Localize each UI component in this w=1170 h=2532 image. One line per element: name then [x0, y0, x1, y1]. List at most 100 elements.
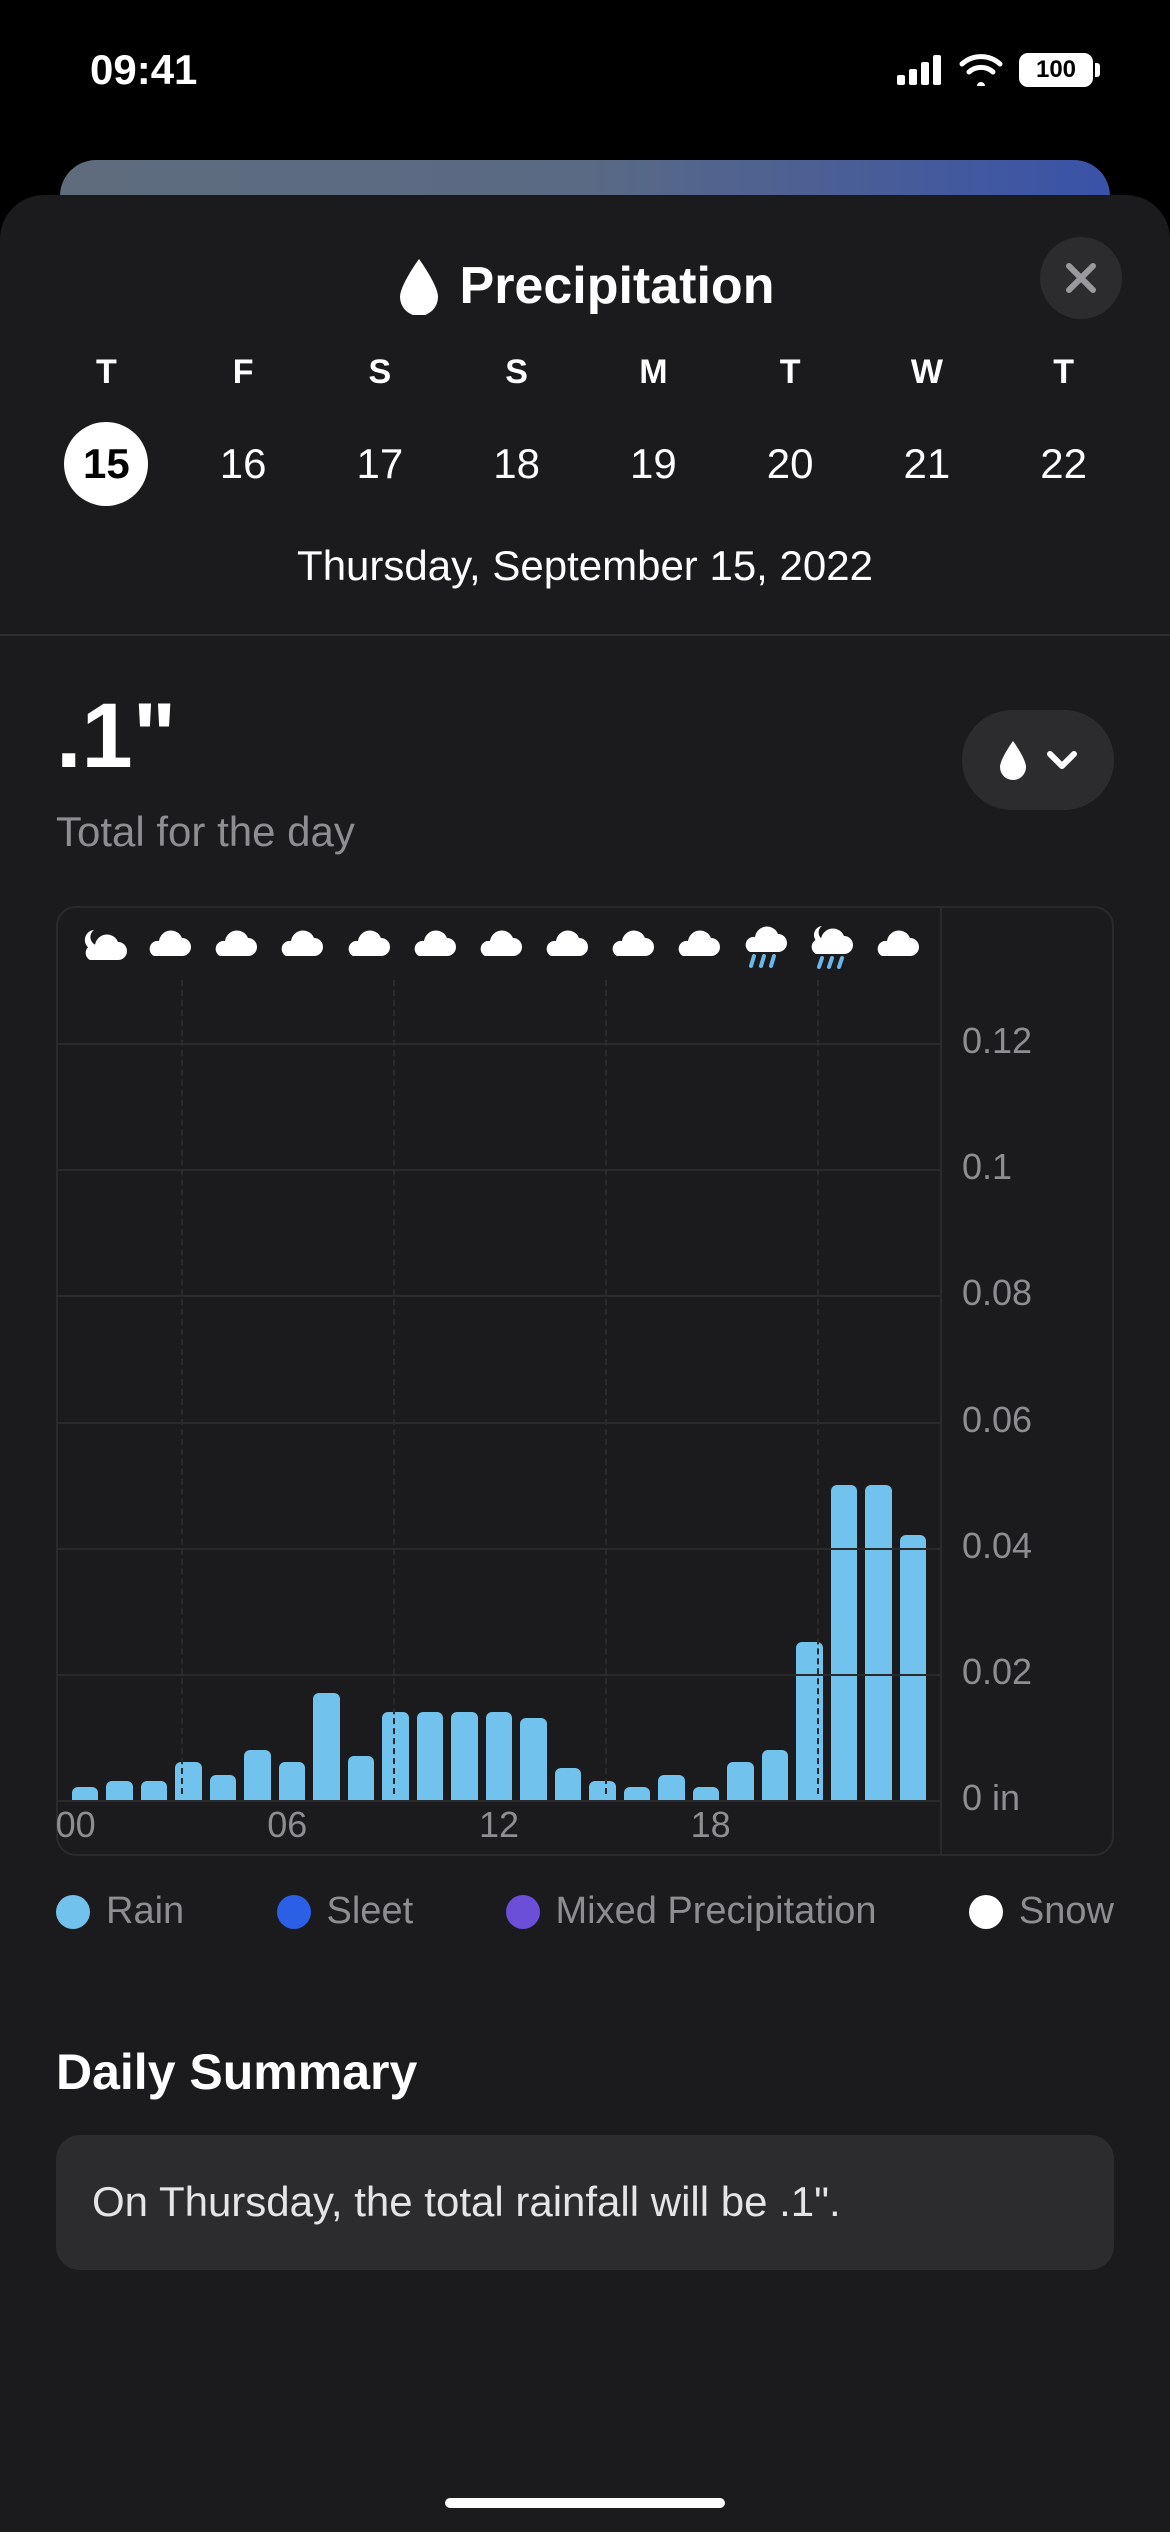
- chart-bar: [900, 1535, 926, 1800]
- sheet-title: Precipitation: [396, 256, 775, 316]
- legend-swatch: [56, 1895, 90, 1929]
- battery-level: 100: [1022, 56, 1090, 84]
- chart-bar: [313, 1693, 339, 1800]
- chart-y-tick: 0.04: [962, 1525, 1032, 1567]
- moon-rain-icon: [802, 922, 858, 970]
- chart-x-axis: 00 06 12 18: [58, 1794, 940, 1854]
- chart-body: 00 06 12 18: [58, 980, 940, 1854]
- day-picker-day[interactable]: M 19: [585, 353, 722, 506]
- cellular-icon: [897, 55, 943, 85]
- status-right-cluster: 100: [897, 53, 1100, 87]
- chart-condition-icons-row: [58, 908, 940, 980]
- cloud-icon: [405, 922, 461, 970]
- day-number: 18: [475, 422, 559, 506]
- day-letter: W: [859, 353, 996, 392]
- day-picker-day[interactable]: S18: [448, 353, 585, 506]
- chart-bar: [417, 1712, 443, 1800]
- day-number: 22: [1022, 422, 1106, 506]
- cloud-icon: [140, 922, 196, 970]
- day-number: 19: [611, 422, 695, 506]
- chart-bar: [865, 1485, 891, 1800]
- day-letter: T: [722, 353, 859, 392]
- chart-y-tick: 0.06: [962, 1399, 1032, 1441]
- chart-x-tick: 06: [267, 1804, 307, 1846]
- chart-gridline-h: [58, 1295, 940, 1297]
- chevron-down-icon: [1046, 750, 1078, 770]
- chart-bar: [796, 1642, 822, 1800]
- daily-summary-card: On Thursday, the total rainfall will be …: [56, 2135, 1114, 2270]
- chart-y-tick: 0.12: [962, 1020, 1032, 1062]
- drop-icon: [998, 740, 1028, 780]
- cloud-icon: [206, 922, 262, 970]
- total-section: .1" Total for the day: [0, 636, 1170, 856]
- legend-label: Mixed Precipitation: [556, 1890, 877, 1933]
- day-number: 20: [748, 422, 832, 506]
- daily-summary-section: Daily Summary On Thursday, the total rai…: [0, 1933, 1170, 2270]
- total-value: .1": [56, 690, 355, 782]
- sheet-header: Precipitation: [0, 195, 1170, 335]
- daily-summary-text: On Thursday, the total rainfall will be …: [92, 2178, 841, 2225]
- day-letter: T: [38, 353, 175, 392]
- chart-x-tick: 18: [691, 1804, 731, 1846]
- cloud-icon: [603, 922, 659, 970]
- battery-indicator: 100: [1019, 53, 1100, 87]
- chart-bar: [486, 1712, 512, 1800]
- chart-y-tick: 0.1: [962, 1146, 1012, 1188]
- home-indicator: [445, 2498, 725, 2508]
- close-button[interactable]: [1040, 237, 1122, 319]
- chart-y-tick: 0.02: [962, 1651, 1032, 1693]
- day-letter: M: [585, 353, 722, 392]
- chart-bar: [831, 1485, 857, 1800]
- day-picker-day[interactable]: T 20: [722, 353, 859, 506]
- chart-plot-area: 00 06 12 18: [58, 908, 942, 1854]
- legend-label: Snow: [1019, 1890, 1114, 1933]
- day-number: 15: [64, 422, 148, 506]
- chart-gridline-v: [817, 980, 819, 1794]
- chart-gridline-h: [58, 1548, 940, 1550]
- day-picker-day[interactable]: T 22: [995, 353, 1132, 506]
- day-number: 16: [201, 422, 285, 506]
- day-picker-day[interactable]: W21: [859, 353, 996, 506]
- chart-legend: Rain Sleet Mixed Precipitation Snow: [0, 1856, 1170, 1933]
- chart-gridline-v: [605, 980, 607, 1794]
- chart-bar: [244, 1750, 270, 1800]
- precip-type-selector[interactable]: [962, 710, 1114, 810]
- legend-label: Sleet: [327, 1890, 414, 1933]
- legend-item: Sleet: [277, 1890, 414, 1933]
- chart-x-tick: 12: [479, 1804, 519, 1846]
- chart-bar: [382, 1712, 408, 1800]
- legend-item: Snow: [969, 1890, 1114, 1933]
- chart-y-tick: 0.08: [962, 1272, 1032, 1314]
- chart-x-tick: 00: [56, 1804, 96, 1846]
- day-picker-day[interactable]: F 16: [175, 353, 312, 506]
- day-picker-day[interactable]: S 17: [312, 353, 449, 506]
- day-picker-day[interactable]: T 15: [38, 353, 175, 506]
- cloud-icon: [669, 922, 725, 970]
- cloud-icon: [339, 922, 395, 970]
- cloud-icon: [868, 922, 924, 970]
- moon-cloud-icon: [74, 922, 130, 970]
- rain-icon: [736, 922, 792, 970]
- day-number: 17: [338, 422, 422, 506]
- precipitation-sheet: Precipitation T15F16S17S18M19T20W21T22 T…: [0, 195, 1170, 2532]
- chart-gridline-v: [393, 980, 395, 1794]
- precip-chart: 00061218 0.120.10.080.060.040.020 in: [56, 906, 1114, 1856]
- sheet-title-text: Precipitation: [460, 256, 775, 316]
- day-picker: T15F16S17S18M19T20W21T22: [0, 335, 1170, 506]
- chart-gridline-h: [58, 1043, 940, 1045]
- day-letter: T: [995, 353, 1132, 392]
- day-letter: S: [312, 353, 449, 392]
- drop-icon: [396, 257, 442, 315]
- chart-gridline-v: [181, 980, 183, 1794]
- day-letter: F: [175, 353, 312, 392]
- legend-swatch: [969, 1895, 1003, 1929]
- legend-item: Rain: [56, 1890, 184, 1933]
- status-bar: 09:41 100: [0, 0, 1170, 130]
- chart-gridline-h: [58, 1169, 940, 1171]
- chart-bars: [58, 980, 940, 1800]
- cloud-icon: [537, 922, 593, 970]
- chart-gridline-h: [58, 1422, 940, 1424]
- wifi-icon: [959, 54, 1003, 86]
- daily-summary-title: Daily Summary: [56, 2043, 1114, 2101]
- chart-bar: [520, 1718, 546, 1800]
